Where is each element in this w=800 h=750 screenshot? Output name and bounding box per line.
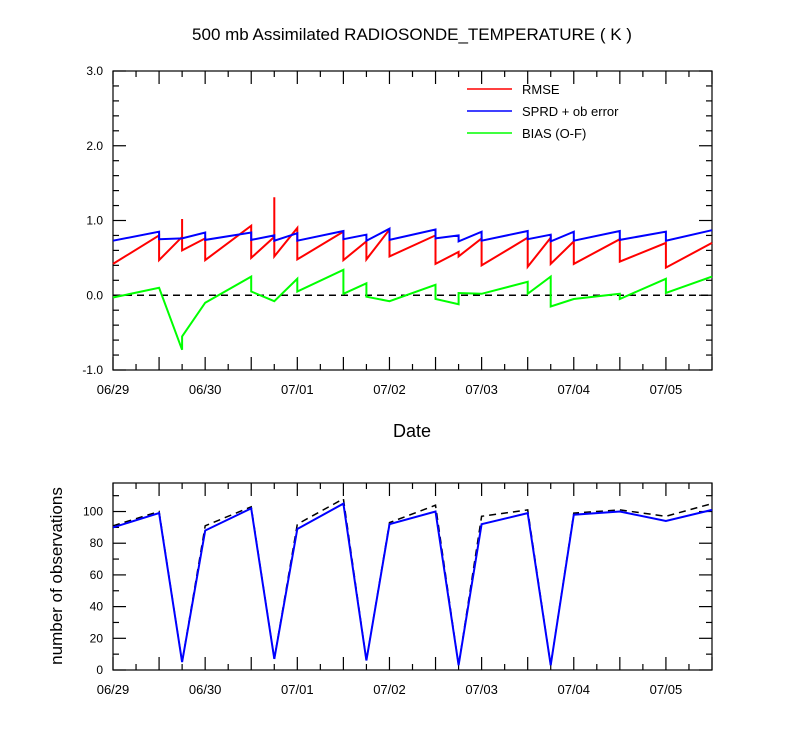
y-tick-label: 3.0 [86, 64, 103, 78]
y-axis-label: number of observations [47, 487, 66, 665]
legend-label: BIAS (O-F) [522, 126, 586, 141]
series-sprd-ob-error [112, 227, 713, 243]
legend-label: SPRD + ob error [522, 104, 619, 119]
y-tick-label: 2.0 [86, 139, 103, 153]
series-1 [112, 502, 713, 666]
x-tick-label: 07/04 [557, 682, 590, 697]
series-rmse [112, 197, 713, 270]
x-tick-label: 07/03 [465, 382, 498, 397]
x-tick-label: 06/30 [189, 382, 222, 397]
x-tick-label: 07/05 [650, 382, 683, 397]
x-tick-label: 06/30 [189, 682, 222, 697]
y-tick-label: -1.0 [82, 363, 103, 377]
x-tick-label: 07/01 [281, 682, 314, 697]
series-bias-o-f [112, 268, 713, 351]
x-axis-label: Date [393, 421, 431, 441]
y-tick-label: 1.0 [86, 214, 103, 228]
y-tick-label: 80 [90, 536, 104, 550]
y-tick-label: 20 [90, 631, 104, 645]
y-tick-label: 0.0 [86, 288, 103, 302]
x-tick-label: 07/03 [465, 682, 498, 697]
top-chart: 06/29 06/30 07/01 07/02 07/03 07/04 07/05 -1.0 0… [82, 64, 713, 397]
x-tick-label: 07/02 [373, 682, 406, 697]
bottom-chart: 06/29 06/30 07/01 07/02 07/03 07/04 07/05 0 20 40… [83, 482, 713, 697]
plot-frame [112, 70, 713, 371]
x-tick-label: 07/01 [281, 382, 314, 397]
y-tick-label: 60 [90, 568, 104, 582]
y-tick-label: 100 [83, 505, 103, 519]
series-0 [112, 497, 713, 666]
x-tick-label: 06/29 [97, 382, 130, 397]
y-tick-label: 40 [90, 600, 104, 614]
x-tick-label: 07/05 [650, 682, 683, 697]
chart-title: 500 mb Assimilated RADIOSONDE_TEMPERATUR… [192, 25, 632, 44]
x-tick-label: 06/29 [97, 682, 130, 697]
y-tick-label: 0 [96, 663, 103, 677]
x-tick-label: 07/04 [557, 382, 590, 397]
legend-label: RMSE [522, 82, 560, 97]
x-tick-label: 07/02 [373, 382, 406, 397]
